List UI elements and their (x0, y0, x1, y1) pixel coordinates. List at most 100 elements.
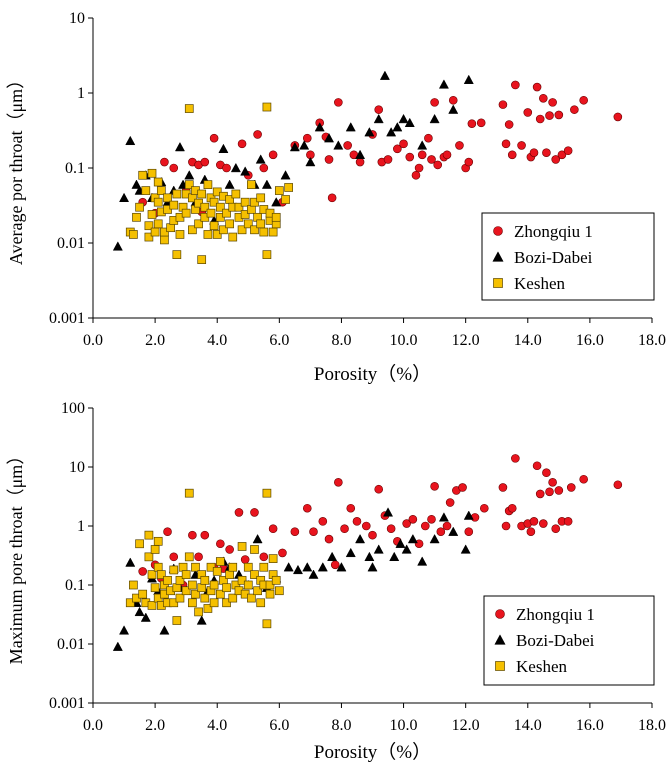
data-point (554, 486, 564, 495)
data-point (417, 140, 428, 150)
data-point (218, 143, 229, 154)
data-point (511, 80, 520, 90)
data-point (281, 195, 290, 204)
data-point (268, 524, 278, 533)
data-point (430, 98, 439, 107)
legend-label: Keshen (516, 657, 567, 676)
data-point (405, 152, 415, 162)
data-point (144, 232, 154, 242)
data-point (172, 583, 182, 593)
data-point (209, 197, 219, 207)
data-point (209, 598, 219, 608)
data-point (274, 586, 284, 596)
data-point (290, 527, 300, 537)
data-point (613, 480, 623, 490)
data-point (135, 202, 144, 212)
data-point (424, 133, 433, 143)
data-point (551, 524, 561, 533)
data-point (429, 533, 440, 544)
data-point (203, 230, 213, 239)
data-point (206, 208, 216, 218)
data-point (228, 232, 238, 242)
data-point (438, 512, 449, 522)
data-point (172, 616, 182, 625)
data-point (175, 575, 185, 585)
data-point (333, 140, 344, 150)
x-tick-label: 0.0 (83, 332, 103, 349)
y-axis-label: Average por throat（μm） (6, 71, 26, 265)
data-point (153, 197, 163, 207)
data-point (367, 562, 378, 572)
data-point (479, 503, 489, 513)
x-tick-label: 18.0 (638, 717, 666, 734)
data-point (309, 527, 318, 537)
data-point (343, 141, 352, 150)
data-point (138, 567, 147, 576)
data-point (125, 135, 136, 146)
y-tick-label: 0.001 (49, 310, 85, 327)
x-tick-label: 4.0 (207, 332, 227, 349)
data-point (539, 93, 548, 103)
data-point (250, 545, 259, 554)
data-point (153, 536, 163, 546)
data-point (463, 510, 474, 520)
data-point (317, 562, 328, 572)
data-point (283, 562, 294, 572)
data-point (200, 157, 210, 167)
y-tick-label: 0.1 (65, 577, 85, 594)
data-point (166, 223, 175, 233)
data-point (299, 140, 310, 150)
data-point (222, 208, 231, 218)
data-point (212, 230, 222, 239)
legend-label: Bozi-Dabei (516, 631, 595, 650)
data-point (408, 514, 418, 524)
data-point (153, 562, 163, 572)
data-point (125, 557, 136, 567)
data-point (197, 255, 207, 264)
data-point (188, 225, 197, 235)
data-point (243, 580, 253, 590)
x-tick-label: 10.0 (390, 717, 418, 734)
data-point (386, 524, 396, 533)
data-point (140, 612, 151, 622)
data-point (184, 104, 194, 113)
legend-marker (493, 278, 503, 288)
data-point (259, 163, 269, 173)
data-point (417, 150, 427, 160)
data-point (200, 593, 210, 603)
data-point (340, 524, 349, 533)
data-point (196, 615, 207, 625)
data-point (551, 155, 561, 164)
data-point (523, 108, 533, 117)
data-point (181, 208, 191, 218)
data-point (535, 114, 545, 124)
data-point (557, 150, 567, 160)
data-point (411, 170, 421, 180)
data-point (414, 163, 424, 173)
data-point (112, 641, 123, 651)
data-point (355, 157, 365, 167)
chart-panel-2: 0.0 2.0 4.0 6.0 8.0 10.0 12.0 14.0 16.0 18.0 0.001… (6, 400, 666, 763)
data-point (144, 552, 154, 562)
data-point (392, 122, 403, 132)
data-point (548, 478, 557, 487)
data-point (334, 478, 343, 487)
data-point (334, 98, 343, 107)
data-point (542, 468, 551, 478)
data-point (256, 598, 266, 608)
data-point (209, 133, 219, 143)
data-point (250, 570, 259, 579)
data-point (355, 533, 366, 544)
data-point (119, 625, 130, 635)
x-tick-label: 8.0 (331, 717, 351, 734)
data-point (364, 127, 375, 137)
legend-label: Keshen (514, 274, 565, 293)
data-point (191, 589, 200, 599)
data-point (548, 98, 557, 107)
data-point (231, 189, 241, 199)
data-point (438, 79, 449, 89)
legend-marker (494, 634, 506, 645)
data-point (243, 562, 253, 572)
data-point (554, 110, 564, 120)
data-point (476, 118, 486, 128)
